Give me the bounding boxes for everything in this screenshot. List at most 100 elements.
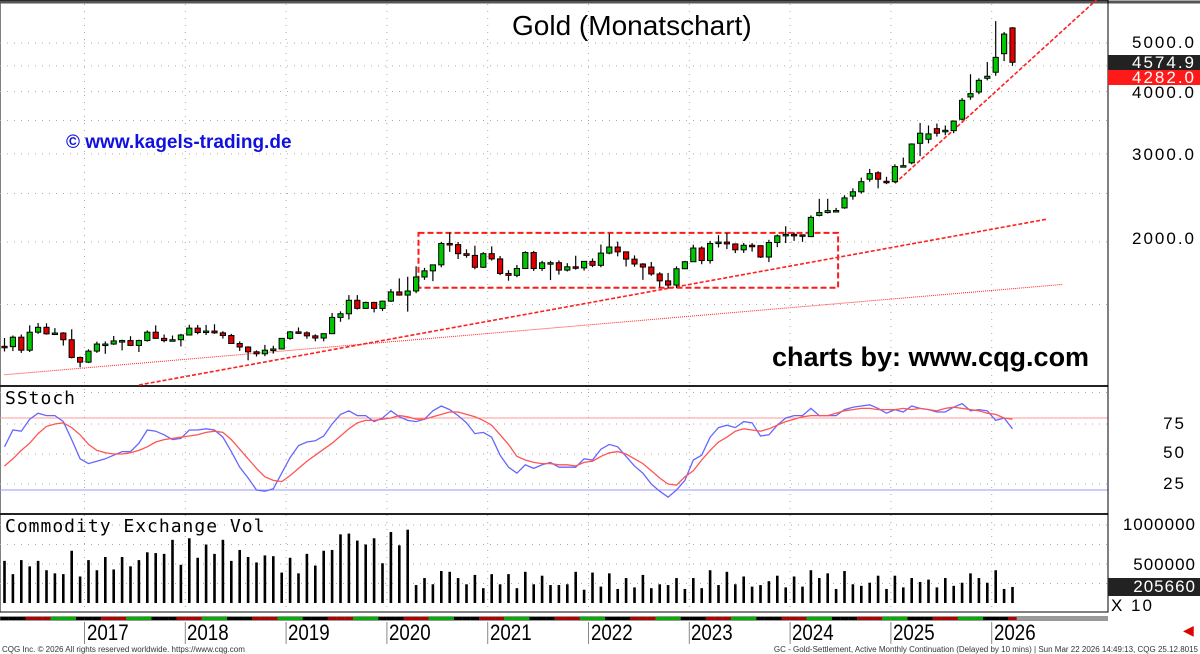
volume-bar [398, 545, 401, 603]
time-strip-segment [479, 617, 488, 620]
volume-bar [969, 573, 972, 603]
candle-body [320, 333, 327, 339]
volume-bar [986, 582, 989, 603]
volume-bar [339, 534, 342, 603]
candle-body [177, 334, 185, 341]
time-strip-segment [663, 617, 673, 620]
time-strip-segment [773, 617, 782, 620]
candle-body [497, 258, 504, 274]
volume-bar [238, 549, 241, 603]
volume-bar [734, 584, 737, 603]
time-strip-segment [697, 617, 706, 620]
scroll-right-arrow-icon[interactable]: ◀ [1183, 622, 1194, 638]
range-box [417, 231, 840, 289]
time-strip-segment [949, 617, 958, 620]
time-strip-segment [638, 617, 648, 620]
candle-body [404, 290, 411, 296]
volume-bar [28, 566, 31, 603]
volume-bar [675, 578, 678, 603]
volume-bar [465, 584, 468, 603]
candle-body [127, 340, 134, 346]
candle-body [455, 244, 462, 255]
candle-body [589, 260, 596, 266]
volume-bar [540, 575, 544, 603]
time-strip-segment [159, 617, 169, 620]
volume-bar [1011, 586, 1014, 603]
candle-body [345, 299, 352, 315]
candle-body [891, 166, 898, 183]
candle-body [26, 331, 33, 351]
volume-bar [20, 560, 23, 603]
time-strip-segment [899, 617, 908, 620]
volume-bar [759, 585, 762, 603]
candle-body [572, 266, 579, 269]
time-strip-segment [294, 617, 303, 620]
candle-body [967, 93, 974, 98]
candle-body [329, 316, 336, 335]
time-strip-segment [571, 617, 580, 620]
price-tick-3000: 3000.0 [1132, 145, 1196, 164]
candle-body [656, 273, 663, 282]
volume-bar [498, 584, 502, 603]
candle-body [833, 209, 840, 213]
time-strip-segment [361, 617, 370, 620]
candle-body [933, 128, 940, 134]
candle-body [992, 56, 999, 73]
volume-bar [608, 573, 611, 603]
x-tick-label: 2025 [892, 620, 935, 645]
candle-body [866, 173, 873, 180]
volume-bar [977, 578, 981, 603]
time-strip-segment [613, 617, 622, 620]
volume-bar [599, 586, 603, 603]
candle-body [631, 258, 638, 265]
volume-bar [952, 585, 955, 603]
time-strip-segment [579, 617, 589, 620]
time-strip-segment [17, 617, 26, 620]
volume-bar [364, 544, 367, 603]
candle-body [1, 345, 8, 349]
candle-body [152, 331, 159, 339]
volume-bar [11, 574, 15, 603]
time-strip-segment [420, 617, 429, 620]
time-strip-segment [109, 617, 118, 620]
candle-body [908, 143, 915, 164]
time-strip-segment [974, 617, 984, 620]
volume-bar [700, 588, 703, 603]
trendline [894, 0, 1098, 184]
volume-bar [742, 576, 745, 603]
time-strip-segment [672, 617, 681, 620]
volume-bar [70, 550, 73, 603]
volume-bar [456, 578, 460, 603]
time-strip-segment [470, 617, 480, 620]
volume-bar [910, 578, 913, 603]
time-strip-segment [731, 617, 740, 620]
volume-bar [935, 587, 939, 603]
time-strip-segment [369, 617, 379, 620]
candle-body [564, 266, 571, 271]
volume-bar [305, 553, 309, 603]
candle-body [261, 349, 268, 355]
time-strip-segment [277, 617, 286, 620]
candle-body [917, 132, 924, 144]
time-strip-segment [563, 617, 572, 620]
candle-body [749, 244, 756, 248]
candle-body [849, 191, 856, 197]
candle-body [606, 246, 613, 254]
volume-bar [104, 556, 107, 603]
candle-body [18, 336, 25, 351]
candle-body [488, 253, 495, 260]
volume-bar [616, 588, 619, 603]
volume-bar [263, 555, 267, 603]
volume-bar [860, 585, 863, 603]
volume-bar [171, 539, 174, 603]
time-strip-segment [848, 617, 858, 620]
time-strip-segment [621, 617, 631, 620]
volume-bar [213, 553, 216, 603]
candle-body [194, 327, 201, 334]
time-strip-segment [50, 617, 60, 620]
volume-bar [851, 584, 855, 603]
volume-bar [633, 587, 636, 603]
time-strip-segment [75, 617, 85, 620]
candle-body [186, 327, 193, 336]
time-strip-segment [42, 617, 51, 620]
